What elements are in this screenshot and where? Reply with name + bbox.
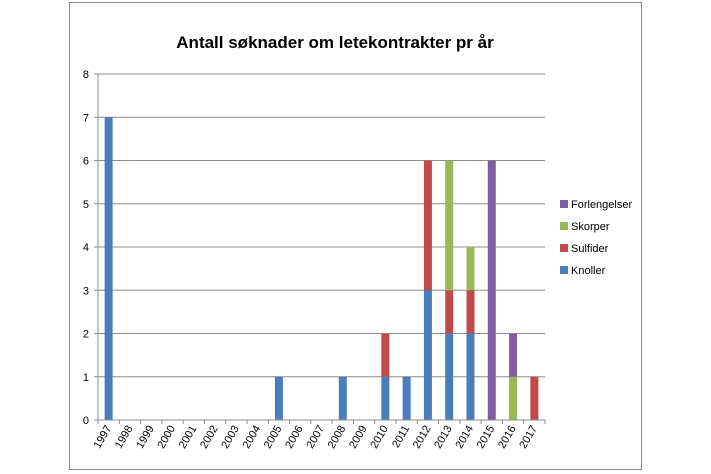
- x-tick-label: 2000: [155, 424, 178, 451]
- x-tick-label: 2014: [453, 424, 476, 451]
- bar-sulfider-2010: [381, 333, 390, 377]
- bar-knoller-2005: [274, 376, 283, 420]
- y-tick-label: 8: [83, 69, 89, 81]
- bar-knoller-2011: [402, 376, 411, 420]
- x-tick-label: 2012: [411, 424, 434, 451]
- legend-swatch-sulfider: [560, 244, 568, 252]
- chart-area: [69, 2, 642, 470]
- x-tick-label: 2015: [475, 424, 498, 451]
- y-axis-ticks: 0 1 2 3 4 5 6 7 8: [83, 69, 98, 427]
- bar-skorper-2014: [466, 247, 475, 291]
- x-tick-label: 1999: [134, 424, 157, 451]
- x-tick-label: 2002: [198, 424, 221, 451]
- y-tick-label: 0: [83, 415, 89, 427]
- y-tick-label: 6: [83, 156, 89, 168]
- x-tick-label: 2017: [517, 424, 540, 451]
- bar-knoller-2012: [423, 290, 432, 420]
- legend-label-sulfider: Sulfider: [571, 243, 609, 255]
- x-tick-label: 2010: [368, 424, 391, 451]
- bar-knoller-2014: [466, 333, 475, 420]
- x-tick-label: 2011: [390, 424, 412, 450]
- x-tick-label: 2006: [283, 424, 306, 451]
- x-tick-label: 2008: [326, 424, 349, 451]
- bar-knoller-1997: [104, 117, 113, 420]
- x-tick-label: 2005: [262, 424, 285, 451]
- y-tick-label: 7: [83, 112, 89, 124]
- y-tick-label: 3: [83, 285, 89, 297]
- axes: [97, 74, 545, 421]
- legend-label-skorper: Skorper: [571, 221, 610, 233]
- x-axis-ticks: 1997199819992000200120022003200420052006…: [92, 420, 546, 451]
- x-tick-label: 1998: [113, 424, 136, 451]
- x-tick-label: 2007: [304, 424, 327, 451]
- chart-title: Antall søknader om letekontrakter pr år: [176, 33, 494, 52]
- legend: Forlengelser Skorper Sulfider Knoller: [560, 199, 632, 277]
- y-tick-label: 1: [83, 372, 89, 384]
- y-tick-label: 4: [83, 242, 89, 254]
- x-tick-label: 2003: [219, 424, 242, 451]
- legend-swatch-knoller: [560, 266, 568, 274]
- legend-swatch-skorper: [560, 222, 568, 230]
- legend-label-knoller: Knoller: [571, 265, 606, 277]
- x-tick-label: 2009: [347, 424, 370, 451]
- bar-forlengelser-2016: [509, 333, 518, 377]
- x-tick-label: 2016: [496, 424, 519, 451]
- gridlines: [98, 73, 545, 378]
- x-tick-label: 1997: [92, 424, 115, 451]
- bar-sulfider-2012: [423, 160, 432, 291]
- bar-forlengelser-2015: [487, 160, 496, 420]
- bar-skorper-2016: [509, 376, 518, 420]
- bar-sulfider-2017: [530, 376, 539, 420]
- legend-label-forlengelser: Forlengelser: [571, 199, 632, 211]
- bar-knoller-2013: [445, 333, 454, 420]
- y-tick-label: 2: [83, 329, 89, 341]
- bar-knoller-2008: [338, 376, 347, 420]
- y-tick-label: 5: [83, 199, 89, 211]
- bar-sulfider-2013: [445, 290, 454, 334]
- bar-knoller-2010: [381, 376, 390, 420]
- bar-sulfider-2014: [466, 290, 475, 334]
- bars: [104, 117, 539, 420]
- legend-swatch-forlengelser: [560, 200, 568, 208]
- x-tick-label: 2013: [432, 424, 455, 451]
- x-tick-label: 2004: [241, 424, 264, 451]
- bar-skorper-2013: [445, 160, 454, 291]
- x-tick-label: 2001: [177, 424, 200, 451]
